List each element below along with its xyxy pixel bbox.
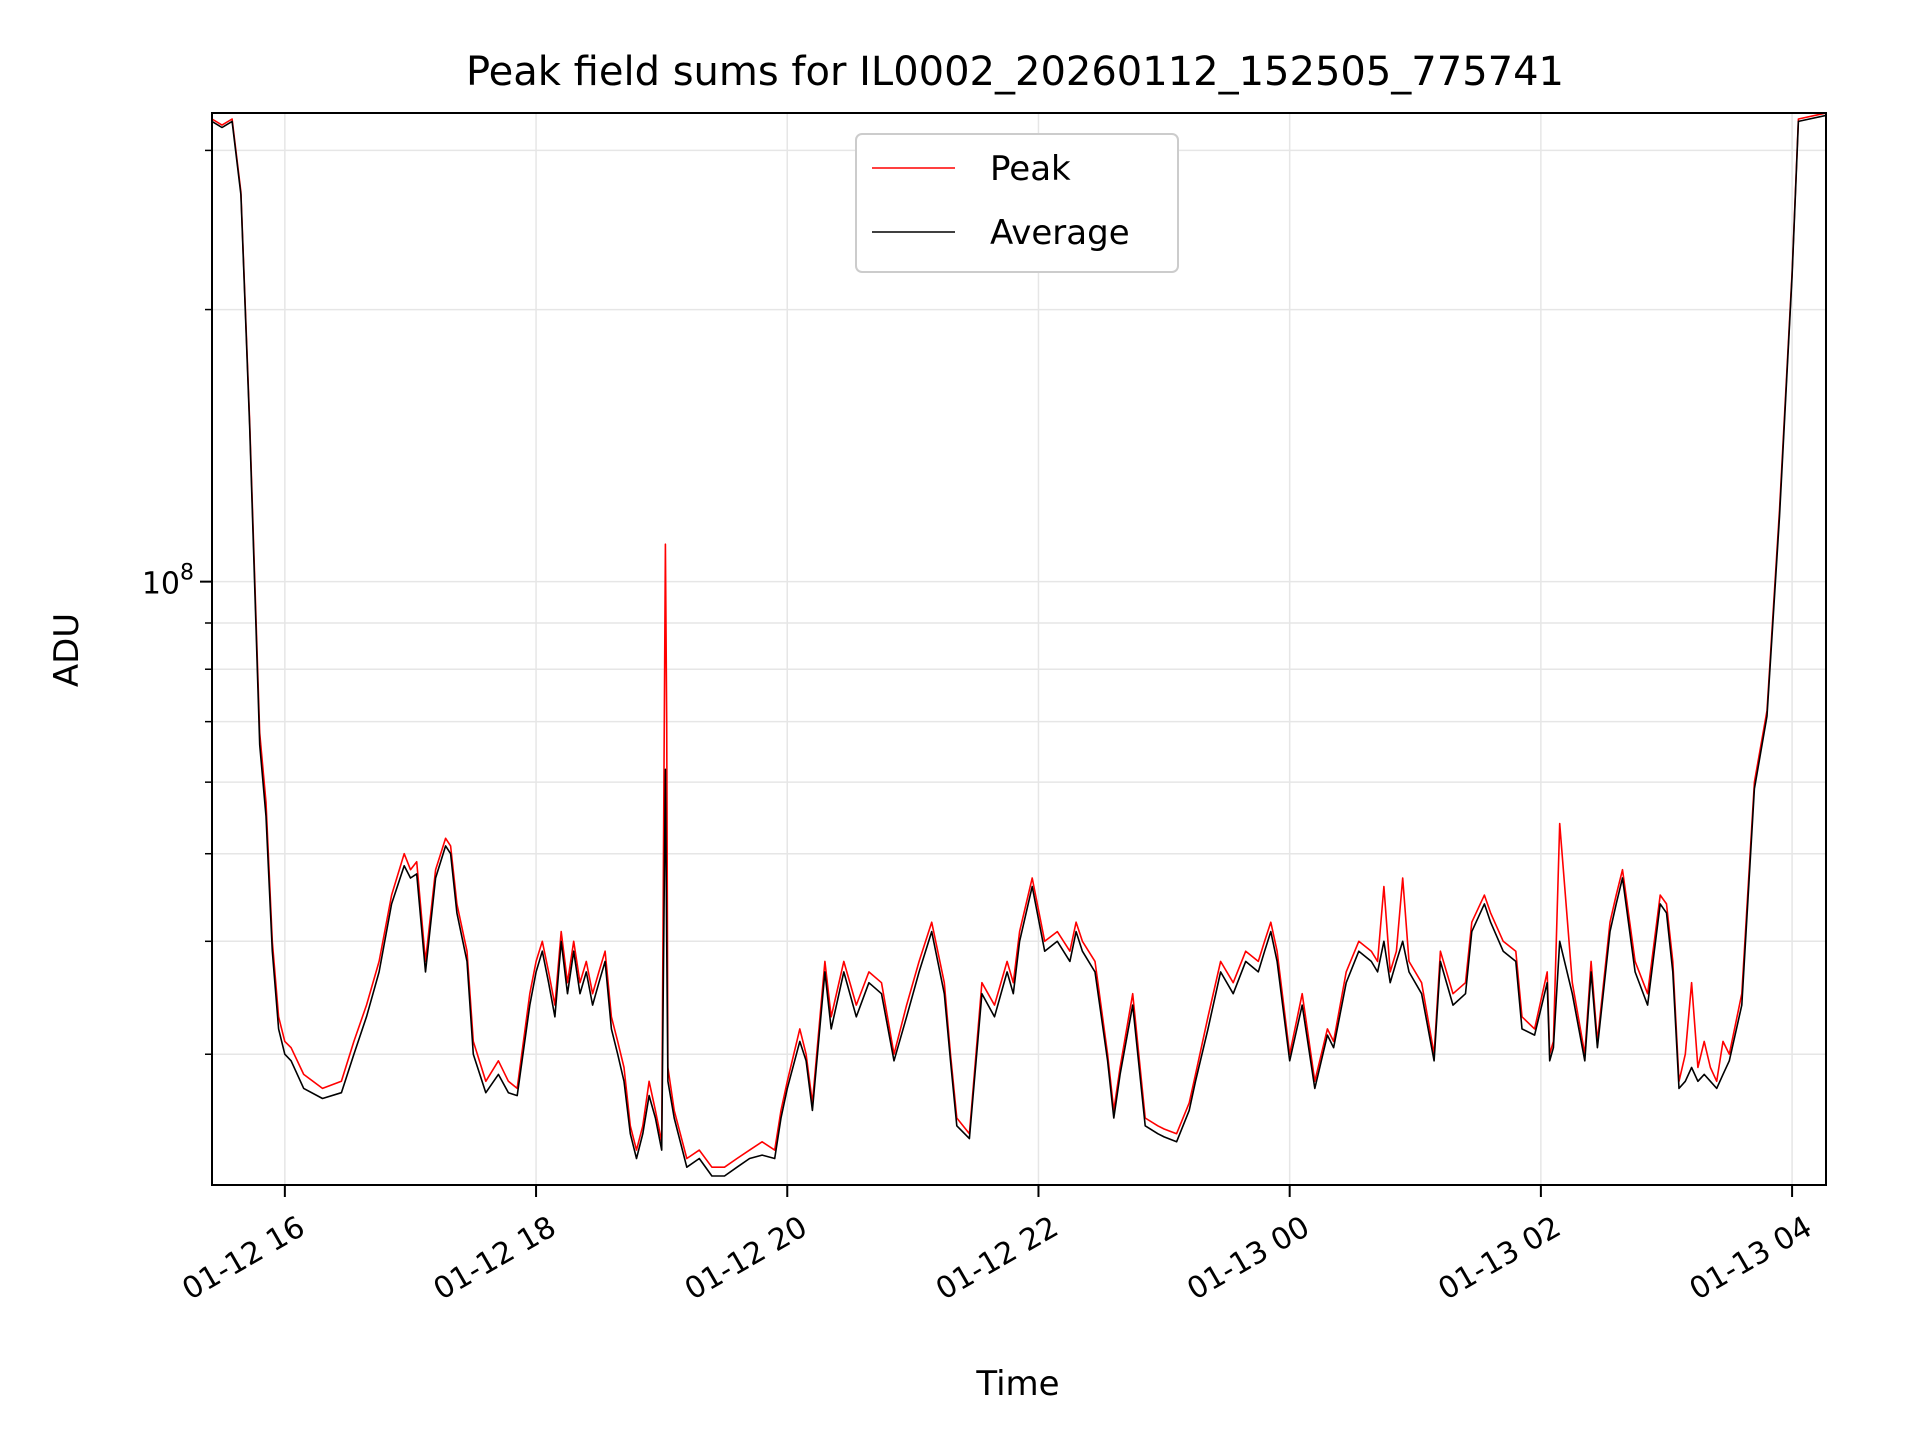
series-line-average	[212, 114, 1826, 1177]
series-line-peak	[212, 113, 1826, 1168]
plot-frame	[211, 112, 1827, 1186]
legend: Peak Average	[855, 133, 1179, 273]
legend-peak-label: Peak	[990, 149, 1071, 189]
y-axis-label: ADU	[47, 613, 87, 687]
legend-average-label: Average	[990, 213, 1130, 253]
chart-title: Peak field sums for IL0002_20260112_1525…	[466, 49, 1564, 95]
series-layer	[212, 113, 1826, 1177]
y-tick-label: 108	[142, 561, 194, 602]
x-axis-label: Time	[975, 1364, 1059, 1404]
